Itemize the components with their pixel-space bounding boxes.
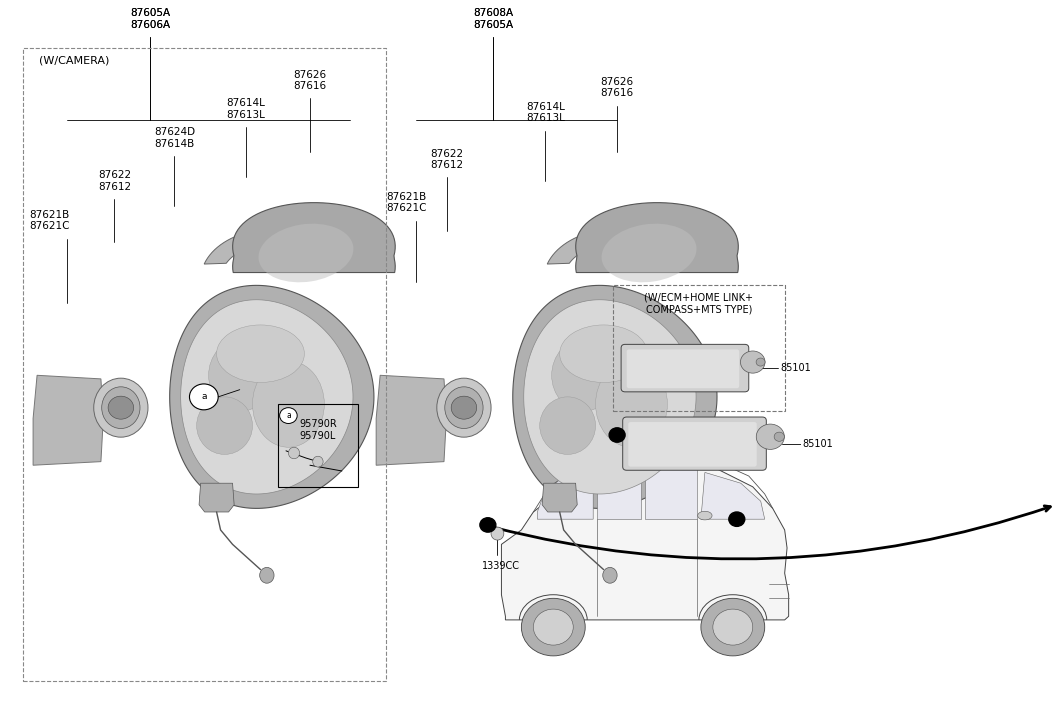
FancyBboxPatch shape [627,350,739,388]
Circle shape [534,609,573,645]
Circle shape [521,598,586,656]
Text: 87605A
87606A: 87605A 87606A [131,9,170,30]
Circle shape [108,396,134,419]
Polygon shape [701,473,764,519]
Ellipse shape [552,340,615,411]
Text: 87605A
87606A: 87605A 87606A [131,9,170,30]
Ellipse shape [288,447,300,459]
Ellipse shape [444,387,483,428]
Circle shape [701,598,764,656]
Polygon shape [33,375,103,465]
Text: 87608A
87605A: 87608A 87605A [473,9,513,30]
Ellipse shape [491,527,504,540]
Circle shape [741,351,765,373]
Circle shape [774,432,784,441]
Ellipse shape [313,457,323,467]
Text: 87614L
87613L: 87614L 87613L [226,98,266,120]
Ellipse shape [560,325,647,382]
Text: (W/ECM+HOME LINK+
COMPASS+MTS TYPE): (W/ECM+HOME LINK+ COMPASS+MTS TYPE) [644,292,754,314]
Polygon shape [376,375,446,465]
Polygon shape [524,300,696,494]
Ellipse shape [603,567,618,583]
FancyBboxPatch shape [621,345,748,392]
Ellipse shape [217,325,304,382]
Circle shape [451,396,476,419]
Ellipse shape [602,224,696,282]
Text: 1339CC: 1339CC [482,561,520,571]
Circle shape [609,427,625,442]
Ellipse shape [437,378,491,437]
Circle shape [756,424,784,449]
Circle shape [756,358,765,366]
Text: a: a [201,393,206,401]
Text: 87622
87612: 87622 87612 [431,148,463,170]
Text: (W/CAMERA): (W/CAMERA) [38,55,109,65]
Polygon shape [199,483,234,512]
Polygon shape [645,469,697,519]
Polygon shape [170,286,374,508]
Ellipse shape [102,387,140,428]
Polygon shape [181,300,353,494]
Polygon shape [547,229,684,264]
Circle shape [189,384,218,410]
Polygon shape [576,203,739,273]
Circle shape [713,609,753,645]
Circle shape [479,518,495,532]
Circle shape [280,408,298,424]
Text: 87621B
87621C: 87621B 87621C [29,210,69,231]
Text: 87608A
87605A: 87608A 87605A [473,9,513,30]
Ellipse shape [259,567,274,583]
FancyBboxPatch shape [623,417,766,470]
Ellipse shape [697,511,712,520]
Text: 87626
87616: 87626 87616 [293,70,326,91]
Text: 87626
87616: 87626 87616 [601,77,634,98]
Ellipse shape [197,397,253,454]
Ellipse shape [540,397,595,454]
Polygon shape [537,473,593,519]
Polygon shape [233,203,395,273]
Circle shape [729,512,745,526]
Polygon shape [204,229,341,264]
FancyBboxPatch shape [628,422,757,467]
Ellipse shape [258,224,353,282]
Text: 87621B
87621C: 87621B 87621C [386,192,426,214]
Polygon shape [542,483,577,512]
Text: a: a [286,411,291,420]
Polygon shape [502,462,789,620]
Ellipse shape [595,361,668,447]
Ellipse shape [208,340,272,411]
Polygon shape [597,469,641,519]
Text: 87622
87612: 87622 87612 [98,170,131,192]
Text: 85101: 85101 [780,363,811,373]
Ellipse shape [94,378,148,437]
Text: 95790R
95790L: 95790R 95790L [299,419,337,441]
Text: 87624D
87614B: 87624D 87614B [154,127,195,149]
Polygon shape [512,286,718,508]
Text: 87614L
87613L: 87614L 87613L [526,102,564,124]
Ellipse shape [253,361,324,447]
Text: 85101: 85101 [803,438,833,449]
